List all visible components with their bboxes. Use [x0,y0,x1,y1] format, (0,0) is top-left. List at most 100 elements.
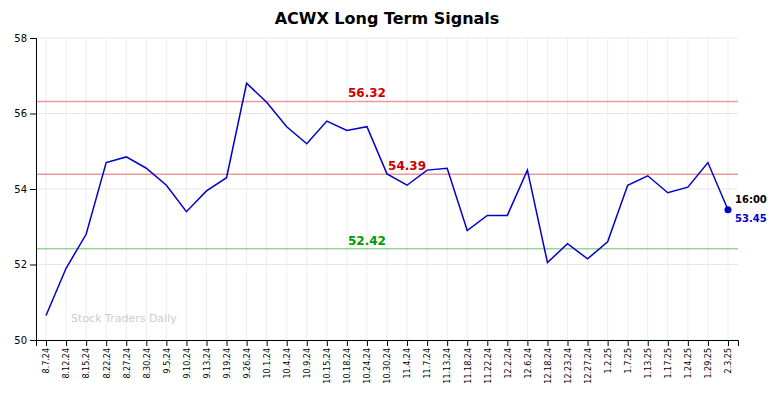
reference-line [36,101,738,103]
end-point [724,206,731,213]
end-label: 16:00 [735,194,767,205]
x-tick: 8.15.24 [82,340,91,379]
y-tick-label: 54 [14,184,27,195]
grid-line-x [286,38,287,340]
y-tick-mark [30,340,36,341]
grid-line-x [66,38,67,340]
x-tick-mark [66,340,67,346]
x-tick-label: 9.26.24 [243,348,252,379]
grid-line-x [366,38,367,340]
y-tick-mark [30,265,36,266]
x-tick: 10.9.24 [303,340,312,379]
reference-label: 54.39 [388,159,426,173]
x-tick-mark [487,340,488,346]
x-tick-mark [166,340,167,346]
grid-line-x [667,38,668,340]
x-tick-mark [387,340,388,346]
x-tick-label: 11.7.24 [423,348,432,379]
x-tick-mark [547,340,548,346]
grid-line-x [86,38,87,340]
x-axis-line [37,341,739,347]
y-tick: 54 [14,184,36,195]
x-tick-mark [267,340,268,346]
grid-line-x [46,38,47,340]
x-tick-label: 11.22.24 [484,348,493,384]
x-tick-label: 1.24.25 [684,348,693,379]
grid-line-x [186,38,187,340]
x-tick-label: 10.24.24 [363,348,372,384]
grid-line-x [407,38,408,340]
grid-line-x [106,38,107,340]
x-tick: 1.24.25 [684,340,693,379]
x-tick-mark [608,340,609,346]
grid-line-x [727,38,728,340]
reference-line [36,248,738,250]
x-tick-label: 10.1.24 [263,348,272,379]
x-tick: 2.3.25 [724,340,733,373]
x-tick-mark [126,340,127,346]
x-tick-label: 10.30.24 [383,348,392,384]
x-tick-label: 10.18.24 [343,348,352,384]
y-axis: 5052545658 [14,33,36,346]
x-tick-label: 11.4.24 [403,348,412,379]
grid-line-x [427,38,428,340]
x-axis: 8.7.24 8.12.24 8.15.24 8.22.24 8.27.24 8.30.2… [37,340,739,384]
y-tick-label: 52 [14,259,27,270]
title: ACWX Long Term Signals [275,9,500,28]
plot-area: Stock Traders Daily50525456588.7.248.12.… [14,33,767,384]
x-tick-label: 1.13.25 [644,348,653,379]
x-tick: 10.1.24 [263,340,272,379]
grid-line-x [166,38,167,340]
x-tick-mark [427,340,428,346]
end-value-label: 53.45 [735,213,767,224]
x-tick-label: 8.15.24 [82,348,91,379]
y-tick-label: 58 [14,33,27,44]
x-tick: 8.7.24 [42,340,51,373]
x-tick-mark [467,340,468,346]
grid-line-x [206,38,207,340]
y-tick: 50 [14,335,36,346]
x-tick: 1.29.25 [704,340,713,379]
x-tick: 8.22.24 [103,340,112,379]
x-tick: 1.13.25 [644,340,653,379]
x-tick-label: 9.19.24 [223,348,232,379]
x-tick: 12.18.24 [544,340,553,384]
x-tick-mark [347,340,348,346]
grid-line-x [487,38,488,340]
x-tick-mark [708,340,709,346]
grid-line-x [126,38,127,340]
x-tick-label: 12.27.24 [584,348,593,384]
grid-line-x [627,38,628,340]
y-tick-mark [30,38,36,39]
x-tick: 8.30.24 [143,340,152,379]
x-tick: 12.23.24 [564,340,573,384]
x-tick-label: 8.22.24 [103,348,112,379]
x-tick-label: 8.12.24 [62,348,71,379]
x-tick-label: 1.7.25 [624,348,633,373]
x-tick: 1.2.25 [604,340,613,373]
x-tick-label: 9.10.24 [183,348,192,379]
grid-line-x [306,38,307,340]
grid-line-x [687,38,688,340]
x-tick: 11.4.24 [403,340,412,379]
x-tick: 8.27.24 [123,340,132,379]
x-tick: 12.6.24 [524,340,533,379]
x-tick: 10.30.24 [383,340,392,384]
x-tick-mark [407,340,408,346]
x-tick-mark [46,340,47,346]
x-tick-label: 12.23.24 [564,348,573,384]
x-tick: 12.2.24 [504,340,513,379]
x-tick-label: 9.13.24 [203,348,212,379]
grid-line-x [607,38,608,340]
x-tick: 12.27.24 [584,340,593,384]
x-tick-mark [648,340,649,346]
x-tick: 10.24.24 [363,340,372,384]
x-tick-label: 1.29.25 [704,348,713,379]
x-tick: 9.19.24 [223,340,232,379]
reference-label: 52.42 [348,234,386,248]
watermark: Stock Traders Daily [71,312,177,325]
y-tick-label: 50 [14,335,27,346]
grid-line-x [647,38,648,340]
x-tick-mark [367,340,368,346]
x-tick-label: 8.7.24 [42,348,51,373]
